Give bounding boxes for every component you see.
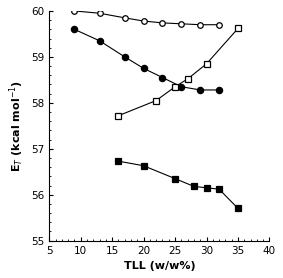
X-axis label: TLL (w/w%): TLL (w/w%)	[124, 261, 195, 271]
Y-axis label: E$_{T}$ (kcal mol$^{-1}$): E$_{T}$ (kcal mol$^{-1}$)	[7, 80, 25, 172]
